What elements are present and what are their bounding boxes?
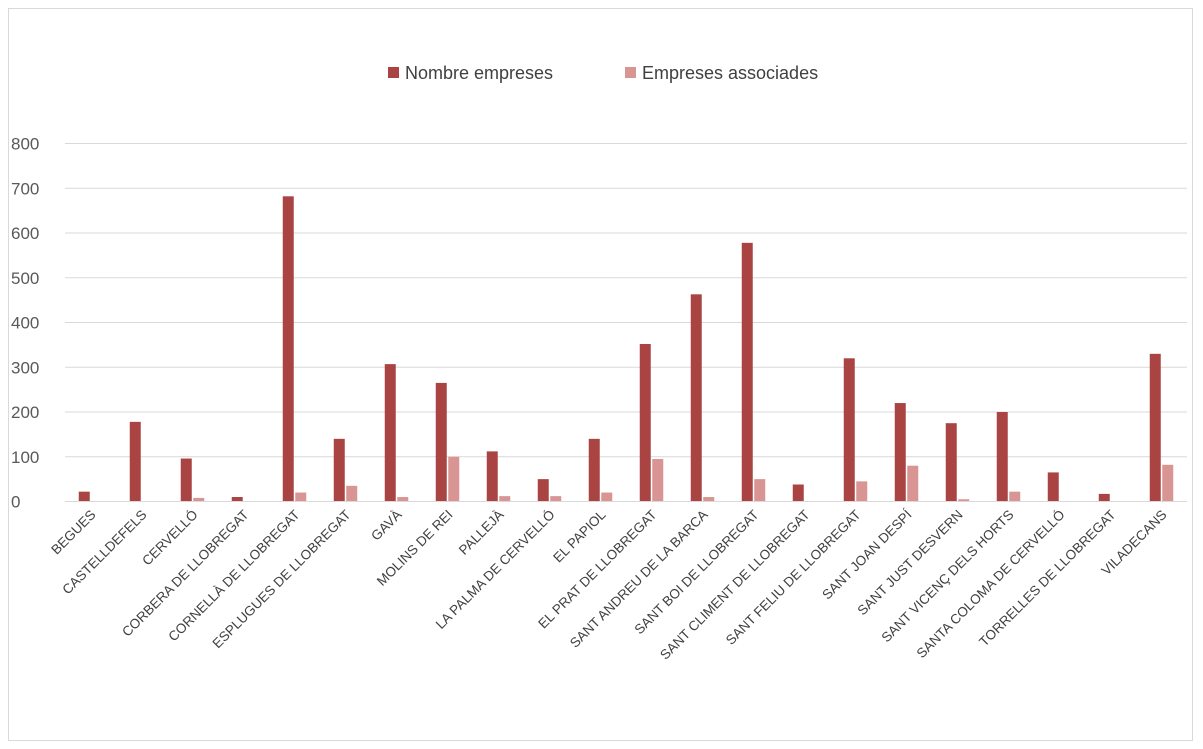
- bar-nombre-empreses: [129, 421, 141, 502]
- bar-chart: Nombre empreses Empreses associades 0 100 2…: [11, 63, 1187, 662]
- bar-nombre-empreses: [792, 484, 804, 502]
- y-tick-label: 600: [11, 224, 39, 243]
- bar-nombre-empreses: [639, 343, 651, 502]
- x-tick-label: SANT JUST DESVERN: [855, 507, 966, 618]
- bar-nombre-empreses: [282, 196, 294, 502]
- y-tick-label: 800: [11, 135, 39, 154]
- bar-nombre-empreses: [180, 458, 192, 502]
- bar-nombre-empreses: [945, 423, 957, 502]
- bar-empreses-associades: [448, 456, 460, 502]
- bar-nombre-empreses: [1047, 472, 1059, 502]
- y-tick-label: 300: [11, 358, 39, 377]
- y-tick-label: 500: [11, 269, 39, 288]
- bar-empreses-associades: [499, 496, 511, 502]
- gridlines: [65, 143, 1187, 502]
- x-tick-label: PALLEJÀ: [456, 507, 507, 558]
- y-tick-label: 400: [11, 314, 39, 333]
- bar-empreses-associades: [1009, 491, 1021, 502]
- bar-empreses-associades: [295, 492, 307, 502]
- legend: Nombre empreses Empreses associades: [388, 63, 818, 83]
- bar-nombre-empreses: [333, 438, 345, 502]
- x-tick-label: BEGUES: [48, 507, 98, 557]
- legend-label: Empreses associades: [642, 63, 818, 83]
- chart-frame: Nombre empreses Empreses associades 0 100 2…: [8, 8, 1193, 741]
- y-tick-label: 200: [11, 403, 39, 422]
- bar-nombre-empreses: [231, 497, 243, 502]
- bar-empreses-associades: [907, 465, 919, 502]
- bar-nombre-empreses: [996, 412, 1008, 502]
- bar-empreses-associades: [601, 492, 613, 502]
- bar-nombre-empreses: [843, 358, 855, 502]
- y-tick-label: 700: [11, 179, 39, 198]
- bar-nombre-empreses: [1149, 353, 1161, 502]
- y-tick-label: 0: [11, 493, 20, 512]
- bar-empreses-associades: [856, 481, 868, 502]
- bars: [78, 196, 1174, 502]
- x-tick-label: SANT JOAN DESPÍ: [819, 507, 914, 602]
- bar-nombre-empreses: [894, 403, 906, 502]
- bar-nombre-empreses: [384, 364, 396, 502]
- legend-swatch: [625, 67, 636, 78]
- bar-nombre-empreses: [435, 382, 447, 502]
- bar-empreses-associades: [958, 499, 970, 502]
- bar-empreses-associades: [346, 485, 358, 502]
- bar-empreses-associades: [193, 497, 205, 502]
- bar-empreses-associades: [1162, 464, 1174, 502]
- bar-empreses-associades: [550, 496, 562, 502]
- bar-nombre-empreses: [78, 491, 90, 502]
- bar-nombre-empreses: [741, 242, 753, 502]
- bar-nombre-empreses: [486, 451, 498, 502]
- bar-empreses-associades: [703, 497, 715, 502]
- bar-nombre-empreses: [588, 438, 600, 502]
- bar-empreses-associades: [754, 479, 766, 502]
- bar-nombre-empreses: [1098, 493, 1110, 502]
- legend-swatch: [388, 67, 399, 78]
- bar-empreses-associades: [397, 497, 409, 502]
- bar-nombre-empreses: [690, 294, 702, 502]
- bar-nombre-empreses: [537, 479, 549, 502]
- x-tick-label: CASTELLDEFELS: [59, 507, 149, 597]
- bar-empreses-associades: [652, 458, 664, 502]
- legend-label: Nombre empreses: [405, 63, 553, 83]
- y-tick-label: 100: [11, 448, 39, 467]
- y-axis: 0 100 200 300 400 500 600 700 800: [11, 135, 39, 512]
- x-tick-label: GAVÀ: [368, 507, 404, 543]
